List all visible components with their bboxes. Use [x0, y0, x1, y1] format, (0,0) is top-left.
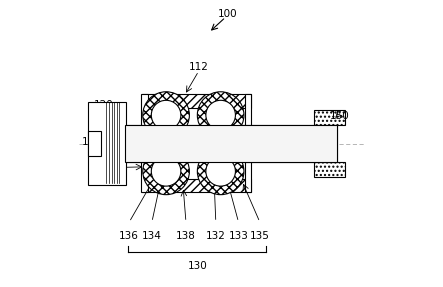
Bar — [125, 125, 337, 162]
Bar — [142, 179, 251, 192]
Bar — [141, 94, 148, 192]
Circle shape — [143, 148, 190, 195]
Text: 100: 100 — [218, 9, 237, 19]
Circle shape — [206, 157, 235, 186]
Text: 120: 120 — [93, 100, 113, 110]
Circle shape — [152, 100, 181, 130]
Text: 132: 132 — [206, 231, 226, 241]
Circle shape — [143, 92, 190, 138]
Circle shape — [206, 100, 235, 130]
Text: 110: 110 — [82, 137, 102, 147]
Bar — [314, 110, 345, 125]
Circle shape — [197, 92, 244, 138]
Bar — [88, 131, 101, 156]
Bar — [314, 162, 345, 177]
Text: 136: 136 — [119, 231, 139, 241]
Text: 150: 150 — [330, 111, 350, 121]
Circle shape — [152, 157, 181, 186]
Text: 134: 134 — [142, 231, 162, 241]
Bar — [245, 94, 251, 192]
Text: 133: 133 — [229, 231, 249, 241]
Text: 112: 112 — [189, 62, 209, 72]
Bar — [125, 125, 337, 162]
Circle shape — [197, 148, 244, 195]
Text: 138: 138 — [176, 231, 196, 241]
Bar — [88, 102, 126, 185]
Text: 135: 135 — [250, 231, 270, 241]
Text: 140: 140 — [97, 163, 116, 173]
Bar — [142, 94, 251, 108]
Text: 130: 130 — [187, 261, 207, 271]
